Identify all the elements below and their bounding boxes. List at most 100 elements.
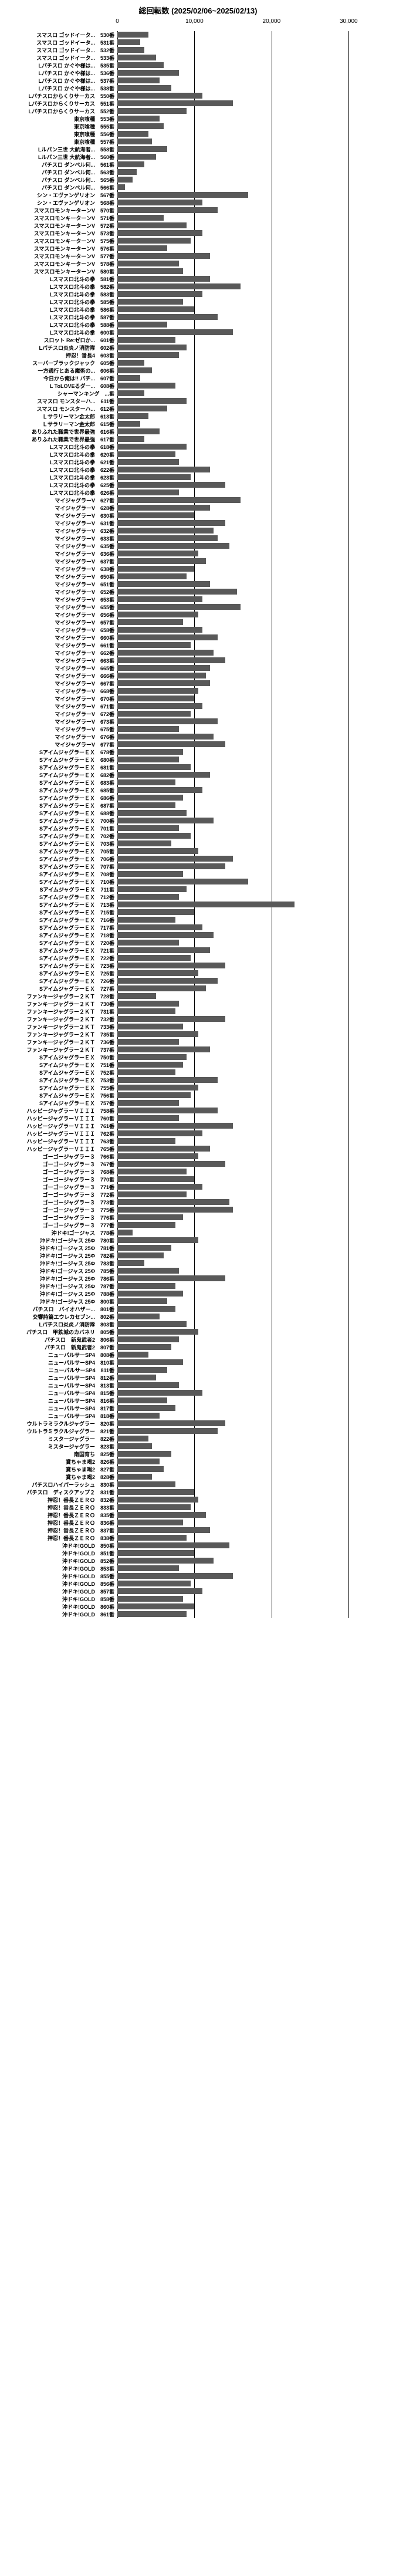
bar bbox=[117, 718, 218, 724]
bar-wrap bbox=[117, 482, 387, 488]
row-label: ニューパルサーSP4 815番 bbox=[0, 1389, 114, 1397]
bar-wrap bbox=[117, 268, 387, 274]
chart-row: スマスロモンキーターンV 575番 bbox=[117, 237, 387, 245]
row-label: Lパチスロ炎炎ノ消防隊 803番 bbox=[0, 1321, 114, 1328]
bar-wrap bbox=[117, 413, 387, 419]
bar-wrap bbox=[117, 879, 387, 884]
bar bbox=[117, 283, 241, 289]
bar bbox=[117, 47, 144, 53]
chart-row: ゴーゴージャグラー３ 777番 bbox=[117, 1221, 387, 1229]
bar bbox=[117, 1603, 194, 1609]
bar-wrap bbox=[117, 207, 387, 213]
row-label: 沖ドキ!ゴージャス 25Φ 782番 bbox=[0, 1252, 114, 1260]
chart-row: スマスロ モンスターハ... 611番 bbox=[117, 397, 387, 405]
row-label: ニューパルサーSP4 817番 bbox=[0, 1405, 114, 1412]
bar-wrap bbox=[117, 1046, 387, 1052]
bar-wrap bbox=[117, 940, 387, 946]
chart-row: 今日から俺は!! パチ... 607番 bbox=[117, 374, 387, 382]
chart-row: SアイムジャグラーＥＸ 753番 bbox=[117, 1076, 387, 1084]
bar bbox=[117, 1039, 179, 1045]
chart-row: スマスロモンキーターンV 571番 bbox=[117, 214, 387, 222]
bar-wrap bbox=[117, 352, 387, 358]
bar-wrap bbox=[117, 489, 387, 495]
bar-wrap bbox=[117, 757, 387, 762]
row-label: Ｌサラリーマン金太郎 613番 bbox=[0, 413, 114, 420]
bar bbox=[117, 1382, 179, 1388]
bar bbox=[117, 528, 214, 534]
row-label: マイジャグラーV 658番 bbox=[0, 626, 114, 634]
bar-wrap bbox=[117, 1466, 387, 1472]
bar-wrap bbox=[117, 1214, 387, 1220]
bar bbox=[117, 139, 152, 144]
chart-row: ありふれた職業で世界最強 616番 bbox=[117, 428, 387, 435]
bar bbox=[117, 993, 156, 999]
bar bbox=[117, 100, 233, 106]
row-label: 沖ドキ!GOLD 850番 bbox=[0, 1542, 114, 1549]
bar-wrap bbox=[117, 1008, 387, 1014]
bar-wrap bbox=[117, 856, 387, 862]
row-label: SアイムジャグラーＥＸ 715番 bbox=[0, 909, 114, 916]
row-label: マイジャグラーV 650番 bbox=[0, 573, 114, 580]
row-label: ハッピージャグラーＶＩＩＩ 760番 bbox=[0, 1115, 114, 1122]
row-label: マイジャグラーV 630番 bbox=[0, 512, 114, 519]
chart-row: ゴーゴージャグラー３ 772番 bbox=[117, 1191, 387, 1198]
bar-wrap bbox=[117, 1390, 387, 1396]
bar-wrap bbox=[117, 459, 387, 465]
chart-row: ニューパルサーSP4 816番 bbox=[117, 1397, 387, 1405]
bar-wrap bbox=[117, 665, 387, 671]
bar-wrap bbox=[117, 1085, 387, 1091]
bar-wrap bbox=[117, 1336, 387, 1342]
chart-row: マイジャグラーV 665番 bbox=[117, 664, 387, 672]
row-label: マイジャグラーV 662番 bbox=[0, 649, 114, 657]
row-label: スマスロ ゴッドイータ... 532番 bbox=[0, 46, 114, 54]
bar-wrap bbox=[117, 1207, 387, 1213]
bar bbox=[117, 947, 210, 953]
bar-wrap bbox=[117, 375, 387, 381]
bar-wrap bbox=[117, 428, 387, 434]
row-label: Lスマスロ北斗の拳 618番 bbox=[0, 443, 114, 451]
bar bbox=[117, 757, 179, 762]
bar bbox=[117, 581, 210, 587]
bar-wrap bbox=[117, 1512, 387, 1518]
row-label: SアイムジャグラーＥＸ 700番 bbox=[0, 817, 114, 825]
bar-wrap bbox=[117, 291, 387, 297]
bar-wrap bbox=[117, 1535, 387, 1541]
bar bbox=[117, 55, 156, 60]
bar bbox=[117, 871, 183, 877]
row-label: 沖ドキ!GOLD 856番 bbox=[0, 1580, 114, 1588]
row-label: スマスロ モンスターハ... 612番 bbox=[0, 405, 114, 413]
bar-wrap bbox=[117, 1230, 387, 1235]
chart-row: SアイムジャグラーＥＸ 702番 bbox=[117, 832, 387, 840]
chart-row: ニューパルサーSP4 810番 bbox=[117, 1359, 387, 1366]
row-label: ファンキージャグラー２ＫＴ 732番 bbox=[0, 1015, 114, 1023]
bar-wrap bbox=[117, 1268, 387, 1274]
chart-row: マイジャグラーV 631番 bbox=[117, 519, 387, 527]
bar-wrap bbox=[117, 1237, 387, 1243]
bar bbox=[117, 1268, 179, 1274]
row-label: 沖ドキ!GOLD 851番 bbox=[0, 1549, 114, 1557]
bar bbox=[117, 1191, 187, 1197]
chart-row: ゴーゴージャグラー３ 767番 bbox=[117, 1160, 387, 1168]
bar bbox=[117, 1405, 175, 1411]
chart-row: Lスマスロ北斗の拳 600番 bbox=[117, 329, 387, 336]
chart-row: SアイムジャグラーＥＸ 678番 bbox=[117, 748, 387, 756]
bar bbox=[117, 902, 295, 907]
row-label: SアイムジャグラーＥＸ 725番 bbox=[0, 970, 114, 977]
chart-row: スマスロ ゴッドイータ... 530番 bbox=[117, 31, 387, 39]
chart-row: マイジャグラーV 672番 bbox=[117, 710, 387, 718]
bar bbox=[117, 734, 214, 740]
row-label: 押忍！番長ＺＥＲＯ 838番 bbox=[0, 1534, 114, 1542]
bar-wrap bbox=[117, 85, 387, 91]
bar bbox=[117, 1062, 183, 1068]
bar-wrap bbox=[117, 902, 387, 907]
chart-row: ニューパルサーSP4 808番 bbox=[117, 1351, 387, 1359]
row-label: ゴーゴージャグラー３ 768番 bbox=[0, 1168, 114, 1176]
bar-wrap bbox=[117, 276, 387, 282]
bar bbox=[117, 1291, 183, 1297]
chart-row: スマスロモンキーターンV 576番 bbox=[117, 245, 387, 252]
chart-row: ゴーゴージャグラー３ 770番 bbox=[117, 1176, 387, 1183]
row-label: ファンキージャグラー２ＫＴ 735番 bbox=[0, 1031, 114, 1038]
bar-wrap bbox=[117, 680, 387, 686]
chart-row: SアイムジャグラーＥＸ 706番 bbox=[117, 855, 387, 863]
row-label: マイジャグラーV 667番 bbox=[0, 680, 114, 687]
